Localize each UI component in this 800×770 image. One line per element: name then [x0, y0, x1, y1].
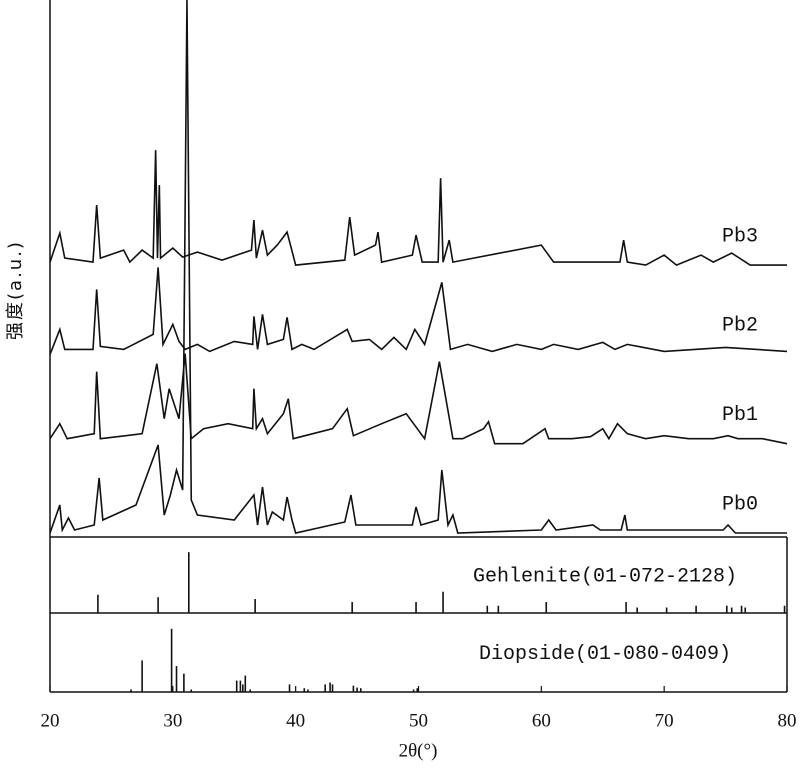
x-tick-label: 70 — [655, 710, 674, 731]
pattern-line — [49, 150, 787, 267]
x-tick-label: 60 — [532, 710, 551, 731]
x-tick-label: 40 — [286, 710, 305, 731]
x-tick-label: 30 — [163, 710, 182, 731]
pattern-line — [49, 353, 788, 445]
series-label: Pb2 — [722, 315, 758, 338]
x-tick-label: 20 — [41, 710, 60, 731]
reference-label: Gehlenite(01-072-2128) — [473, 565, 737, 588]
series-label: Pb3 — [722, 225, 758, 248]
x-axis-title: 2θ(°) — [399, 740, 438, 761]
series-label: Pb1 — [722, 404, 758, 427]
x-tick-label: 50 — [409, 710, 428, 731]
series-label: Pb0 — [722, 493, 758, 516]
x-tick-label: 80 — [778, 710, 797, 731]
pattern-line — [49, 0, 787, 534]
pattern-line — [49, 267, 788, 355]
y-axis-title: 强度(a.u.) — [5, 240, 26, 340]
reference-label: Diopside(01-080-0409) — [479, 643, 731, 666]
